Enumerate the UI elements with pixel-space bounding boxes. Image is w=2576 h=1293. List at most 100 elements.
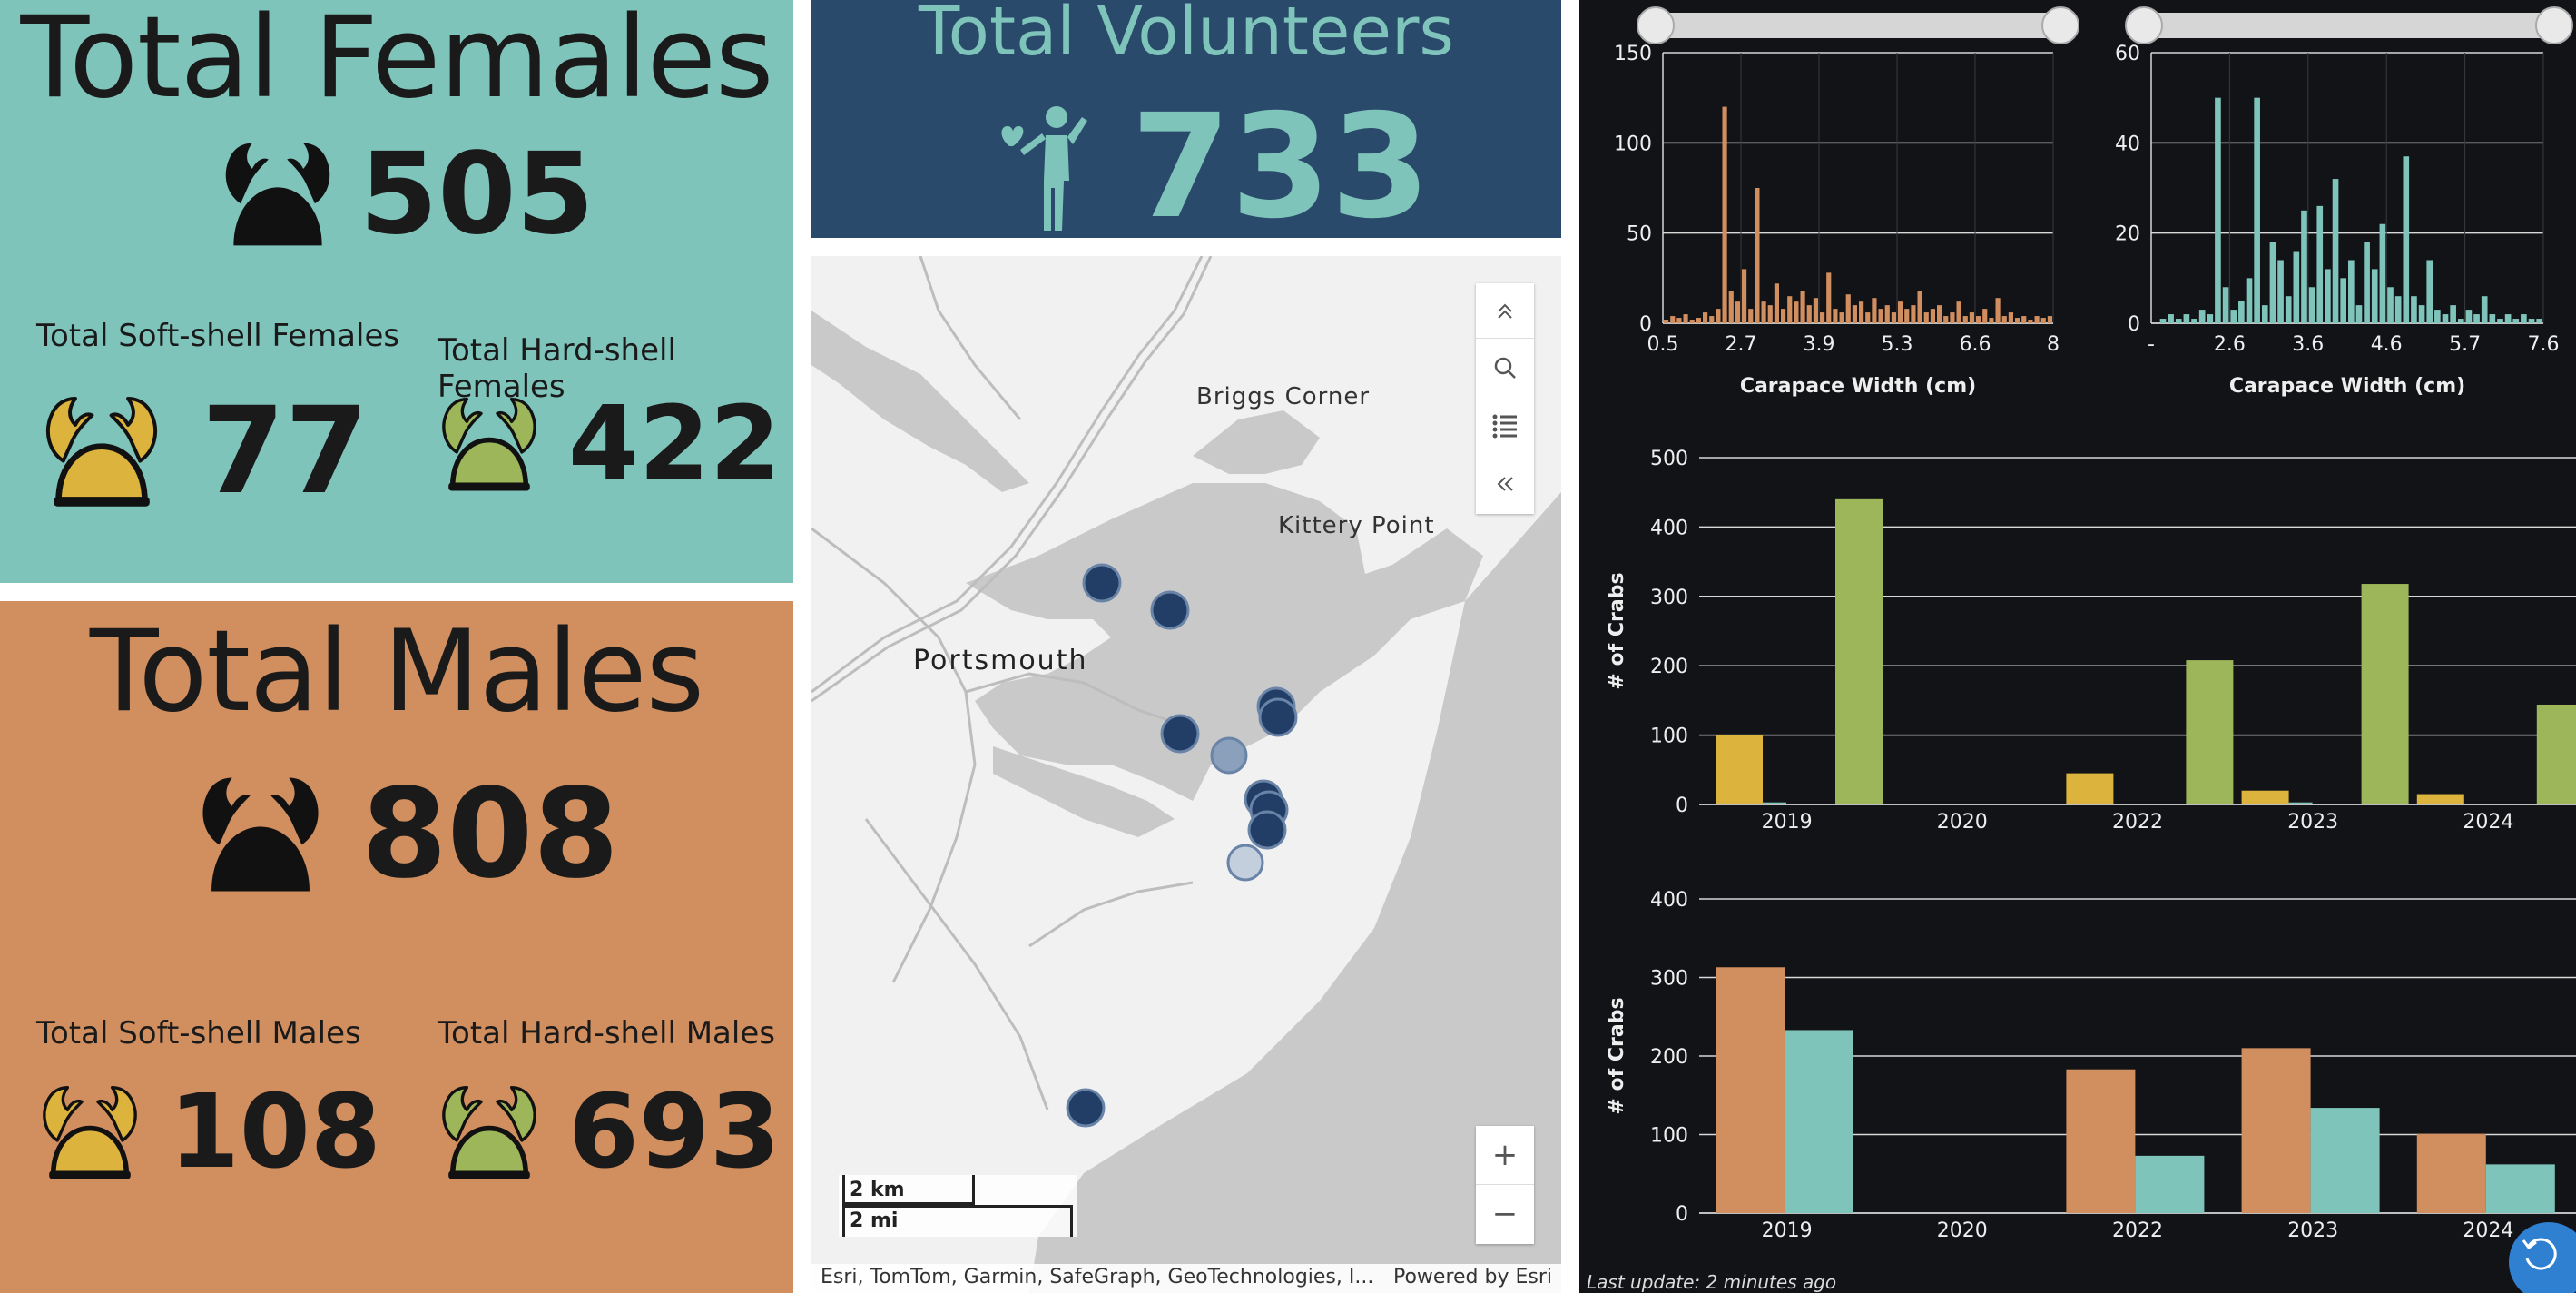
crab-icon (192, 770, 329, 899)
bar-hard-shell (2186, 660, 2234, 804)
histogram-bar (2394, 296, 2402, 323)
histogram-bar (2512, 319, 2520, 323)
volunteers-title: Total Volunteers (919, 0, 1454, 71)
x-tick-label: 2.6 (2214, 333, 2246, 356)
histogram-bar (1767, 305, 1773, 323)
collapse-up-icon[interactable] (1476, 283, 1534, 339)
zoom-in-button[interactable]: + (1476, 1126, 1534, 1185)
females-panel: Total Females 505 Total Soft-shell Femal… (0, 0, 793, 583)
volunteers-value: 733 (1131, 84, 1431, 238)
range-slider-handle-min[interactable] (2125, 6, 2163, 44)
histogram-bar (2308, 287, 2315, 323)
histogram-bar (2426, 260, 2433, 323)
histogram-bar (2316, 205, 2324, 323)
collapse-left-icon[interactable] (1476, 455, 1534, 513)
sample-point[interactable] (1066, 1088, 1106, 1128)
volunteers-row: 733 (993, 84, 1431, 238)
histogram-bar (2175, 319, 2182, 323)
hard-shell-males-value: 693 (568, 1073, 781, 1191)
histogram-bar (1761, 301, 1766, 323)
x-tick-label: 2023 (2287, 811, 2338, 834)
histogram-bar (1703, 312, 1708, 323)
histogram-bar (2040, 318, 2046, 323)
last-update-text: Last update: 2 minutes ago (1587, 1271, 1837, 1293)
males-panel: Total Males 808 Total Soft-shell Males 1… (0, 601, 793, 1293)
histogram-bar (2191, 319, 2197, 323)
histogram-bar (2261, 305, 2268, 323)
map-panel[interactable]: Briggs Corner Kittery Point Portsmouth +… (811, 256, 1561, 1293)
x-tick-label: - (2148, 333, 2155, 356)
sample-points[interactable] (1066, 563, 1298, 1128)
crab-icon (436, 393, 543, 495)
histogram-bar (2159, 319, 2167, 323)
x-tick-label: 2022 (2112, 811, 2163, 834)
scale-km-bar (842, 1175, 975, 1205)
histogram-bar (2168, 314, 2174, 323)
males-total-row: 808 (192, 763, 619, 906)
search-icon[interactable] (1476, 339, 1534, 397)
histogram-bar (1676, 318, 1682, 323)
x-axis-title: Carapace Width (cm) (2229, 375, 2465, 398)
histogram-bar (2293, 251, 2300, 323)
attribution-text[interactable]: Esri, TomTom, Garmin, SafeGraph, GeoTech… (821, 1266, 1374, 1288)
sample-point[interactable] (1210, 736, 1248, 775)
crab-icon (36, 1081, 143, 1183)
histogram-bar (2301, 210, 2307, 323)
y-tick-label: 0 (2128, 313, 2140, 336)
map-canvas[interactable] (811, 256, 1561, 1293)
histogram-bar (1689, 320, 1695, 323)
histogram-bar (2325, 269, 2331, 323)
bar-soft-shell (2241, 790, 2289, 804)
range-slider-handle-max[interactable] (2535, 6, 2573, 44)
x-tick-label: 2022 (2112, 1219, 2163, 1242)
bar-hard-shell (1835, 498, 1883, 804)
histogram-bar (2504, 314, 2512, 323)
histogram-bar (1774, 283, 1779, 323)
sample-point[interactable] (1150, 590, 1190, 630)
males-total-value: 808 (361, 763, 619, 906)
powered-by-esri[interactable]: Powered by Esri (1392, 1266, 1552, 1288)
histogram-bar (2277, 260, 2284, 323)
sample-point[interactable] (1258, 697, 1298, 737)
histogram-bar (2348, 260, 2355, 323)
legend-list-icon[interactable] (1476, 397, 1534, 455)
refresh-button[interactable] (2509, 1222, 2576, 1293)
sample-point[interactable] (1226, 844, 1264, 882)
soft-shell-males-label: Total Soft-shell Males (36, 1015, 361, 1051)
zoom-out-button[interactable]: − (1491, 1196, 1519, 1232)
map-toolbar (1476, 283, 1534, 514)
range-slider-handle-min[interactable] (1637, 6, 1675, 44)
bar-females (2485, 1164, 2555, 1213)
histogram-bar (2034, 316, 2040, 323)
bar-soft-shell (2066, 773, 2114, 804)
histogram-bar (2465, 310, 2473, 323)
y-tick-label: 300 (1650, 587, 1688, 609)
histogram-bar (1781, 309, 1786, 323)
histogram-bar (2355, 305, 2363, 323)
y-tick-label: 0 (1639, 313, 1652, 336)
range-slider-handle-max[interactable] (2041, 6, 2079, 44)
bar-hard-shell (2536, 704, 2576, 804)
males-title: Total Males (89, 607, 704, 737)
y-tick-label: 400 (1650, 889, 1688, 912)
histogram-bar (2198, 310, 2206, 323)
soft-shell-females-row: 77 (36, 381, 369, 521)
histogram-bar (1670, 316, 1676, 323)
histogram-bar (1735, 301, 1740, 323)
bar-other (1763, 802, 1786, 804)
sample-point[interactable] (1247, 810, 1287, 850)
females-total-row: 505 (218, 129, 595, 260)
histogram-bar (1989, 318, 1994, 323)
y-tick-label: 20 (2115, 223, 2140, 246)
sample-point[interactable] (1082, 563, 1122, 603)
bar-males (1716, 967, 1785, 1213)
zoom-controls: + − (1476, 1126, 1534, 1244)
histogram-bar (1748, 309, 1754, 323)
x-tick-label: 2019 (1762, 1219, 1813, 1242)
histogram-bar (2364, 242, 2370, 323)
y-tick-label: 300 (1650, 968, 1688, 991)
roads (811, 256, 1213, 1110)
sample-point[interactable] (1160, 714, 1200, 754)
charts-canvas: 0 50 100 150 0.5 2.7 3.9 5.3 6.6 8 Carapace Width … (1606, 6, 2576, 1242)
histogram-bar (2387, 287, 2394, 323)
